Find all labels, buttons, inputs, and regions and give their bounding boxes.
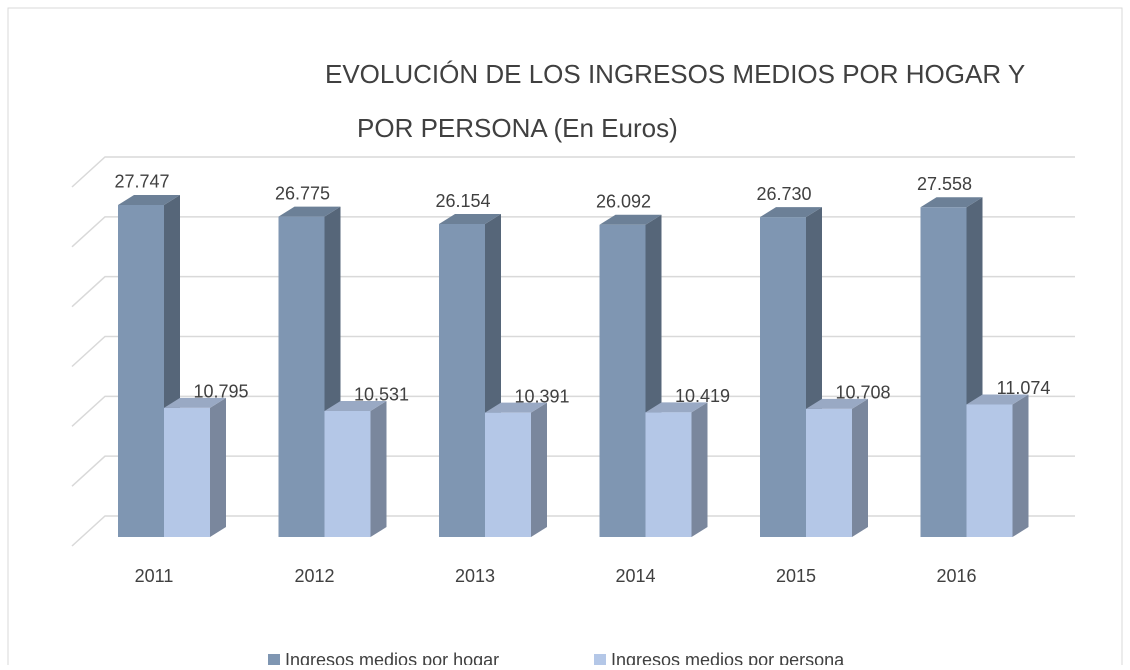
bar-face — [210, 397, 226, 537]
bar-face — [278, 206, 341, 217]
bar-face — [485, 402, 547, 413]
bar-face — [485, 412, 531, 537]
data-label: 10.391 — [514, 386, 569, 406]
data-label: 10.795 — [193, 382, 248, 402]
bar-face — [118, 204, 164, 537]
bar-face — [278, 216, 325, 537]
data-label: 10.531 — [354, 385, 409, 405]
data-label: 11.074 — [997, 378, 1051, 398]
chart-title: EVOLUCIÓN DE LOS INGRESOS MEDIOS POR HOG… — [325, 59, 1025, 89]
bar — [806, 398, 868, 537]
chart-title: POR PERSONA (En Euros) — [357, 113, 678, 143]
bar — [324, 400, 387, 537]
bar-face — [966, 404, 1013, 537]
x-tick-label: 2012 — [294, 566, 334, 586]
bar-face — [920, 197, 983, 208]
legend-label: Ingresos medios por persona — [611, 650, 845, 665]
grid-line — [71, 515, 1075, 547]
grid-line — [71, 156, 1075, 188]
bar-face — [370, 400, 387, 537]
grid-line — [71, 395, 1075, 427]
bar — [164, 397, 226, 537]
x-tick-label: 2015 — [776, 566, 816, 586]
bar — [485, 402, 547, 537]
data-label: 26.092 — [596, 192, 651, 212]
data-label: 26.154 — [435, 191, 490, 211]
bar-face — [599, 224, 646, 537]
bar-face — [324, 400, 387, 411]
bar-face — [760, 207, 822, 218]
data-label: 10.708 — [835, 383, 890, 403]
x-tick-label: 2013 — [455, 566, 495, 586]
bar-face — [920, 207, 967, 537]
x-tick-label: 2014 — [615, 566, 655, 586]
data-label: 27.558 — [917, 174, 972, 194]
x-tick-label: 2011 — [135, 566, 174, 586]
bar-face — [760, 217, 806, 538]
data-label: 26.730 — [756, 184, 811, 204]
bar-face — [439, 224, 485, 537]
data-label: 27.747 — [114, 172, 169, 192]
bar-face — [806, 398, 868, 409]
bar-face — [439, 214, 501, 225]
bar-face — [691, 402, 708, 537]
data-label: 10.419 — [675, 386, 730, 406]
legend-swatch — [268, 654, 280, 666]
bar-face — [645, 412, 692, 537]
grid-line — [71, 335, 1075, 368]
bar-face — [852, 398, 868, 537]
grid-line — [71, 455, 1075, 487]
bar-face — [599, 214, 662, 225]
legend-label: Ingresos medios por hogar — [285, 650, 499, 665]
bar-face — [645, 402, 708, 413]
grid-line — [71, 216, 1075, 248]
bar-face — [531, 402, 547, 537]
grid-line — [71, 275, 1075, 308]
legend-swatch — [594, 654, 606, 666]
data-label: 26.775 — [275, 183, 330, 203]
bar-face — [324, 410, 371, 537]
bar-face — [164, 397, 226, 408]
bar — [645, 402, 708, 537]
bar-face — [806, 408, 852, 537]
bar-face — [1012, 394, 1029, 537]
bar-face — [164, 407, 210, 537]
bar-face — [966, 394, 1029, 405]
bar — [966, 394, 1029, 537]
x-tick-label: 2016 — [936, 566, 976, 586]
bar-face — [118, 194, 180, 205]
